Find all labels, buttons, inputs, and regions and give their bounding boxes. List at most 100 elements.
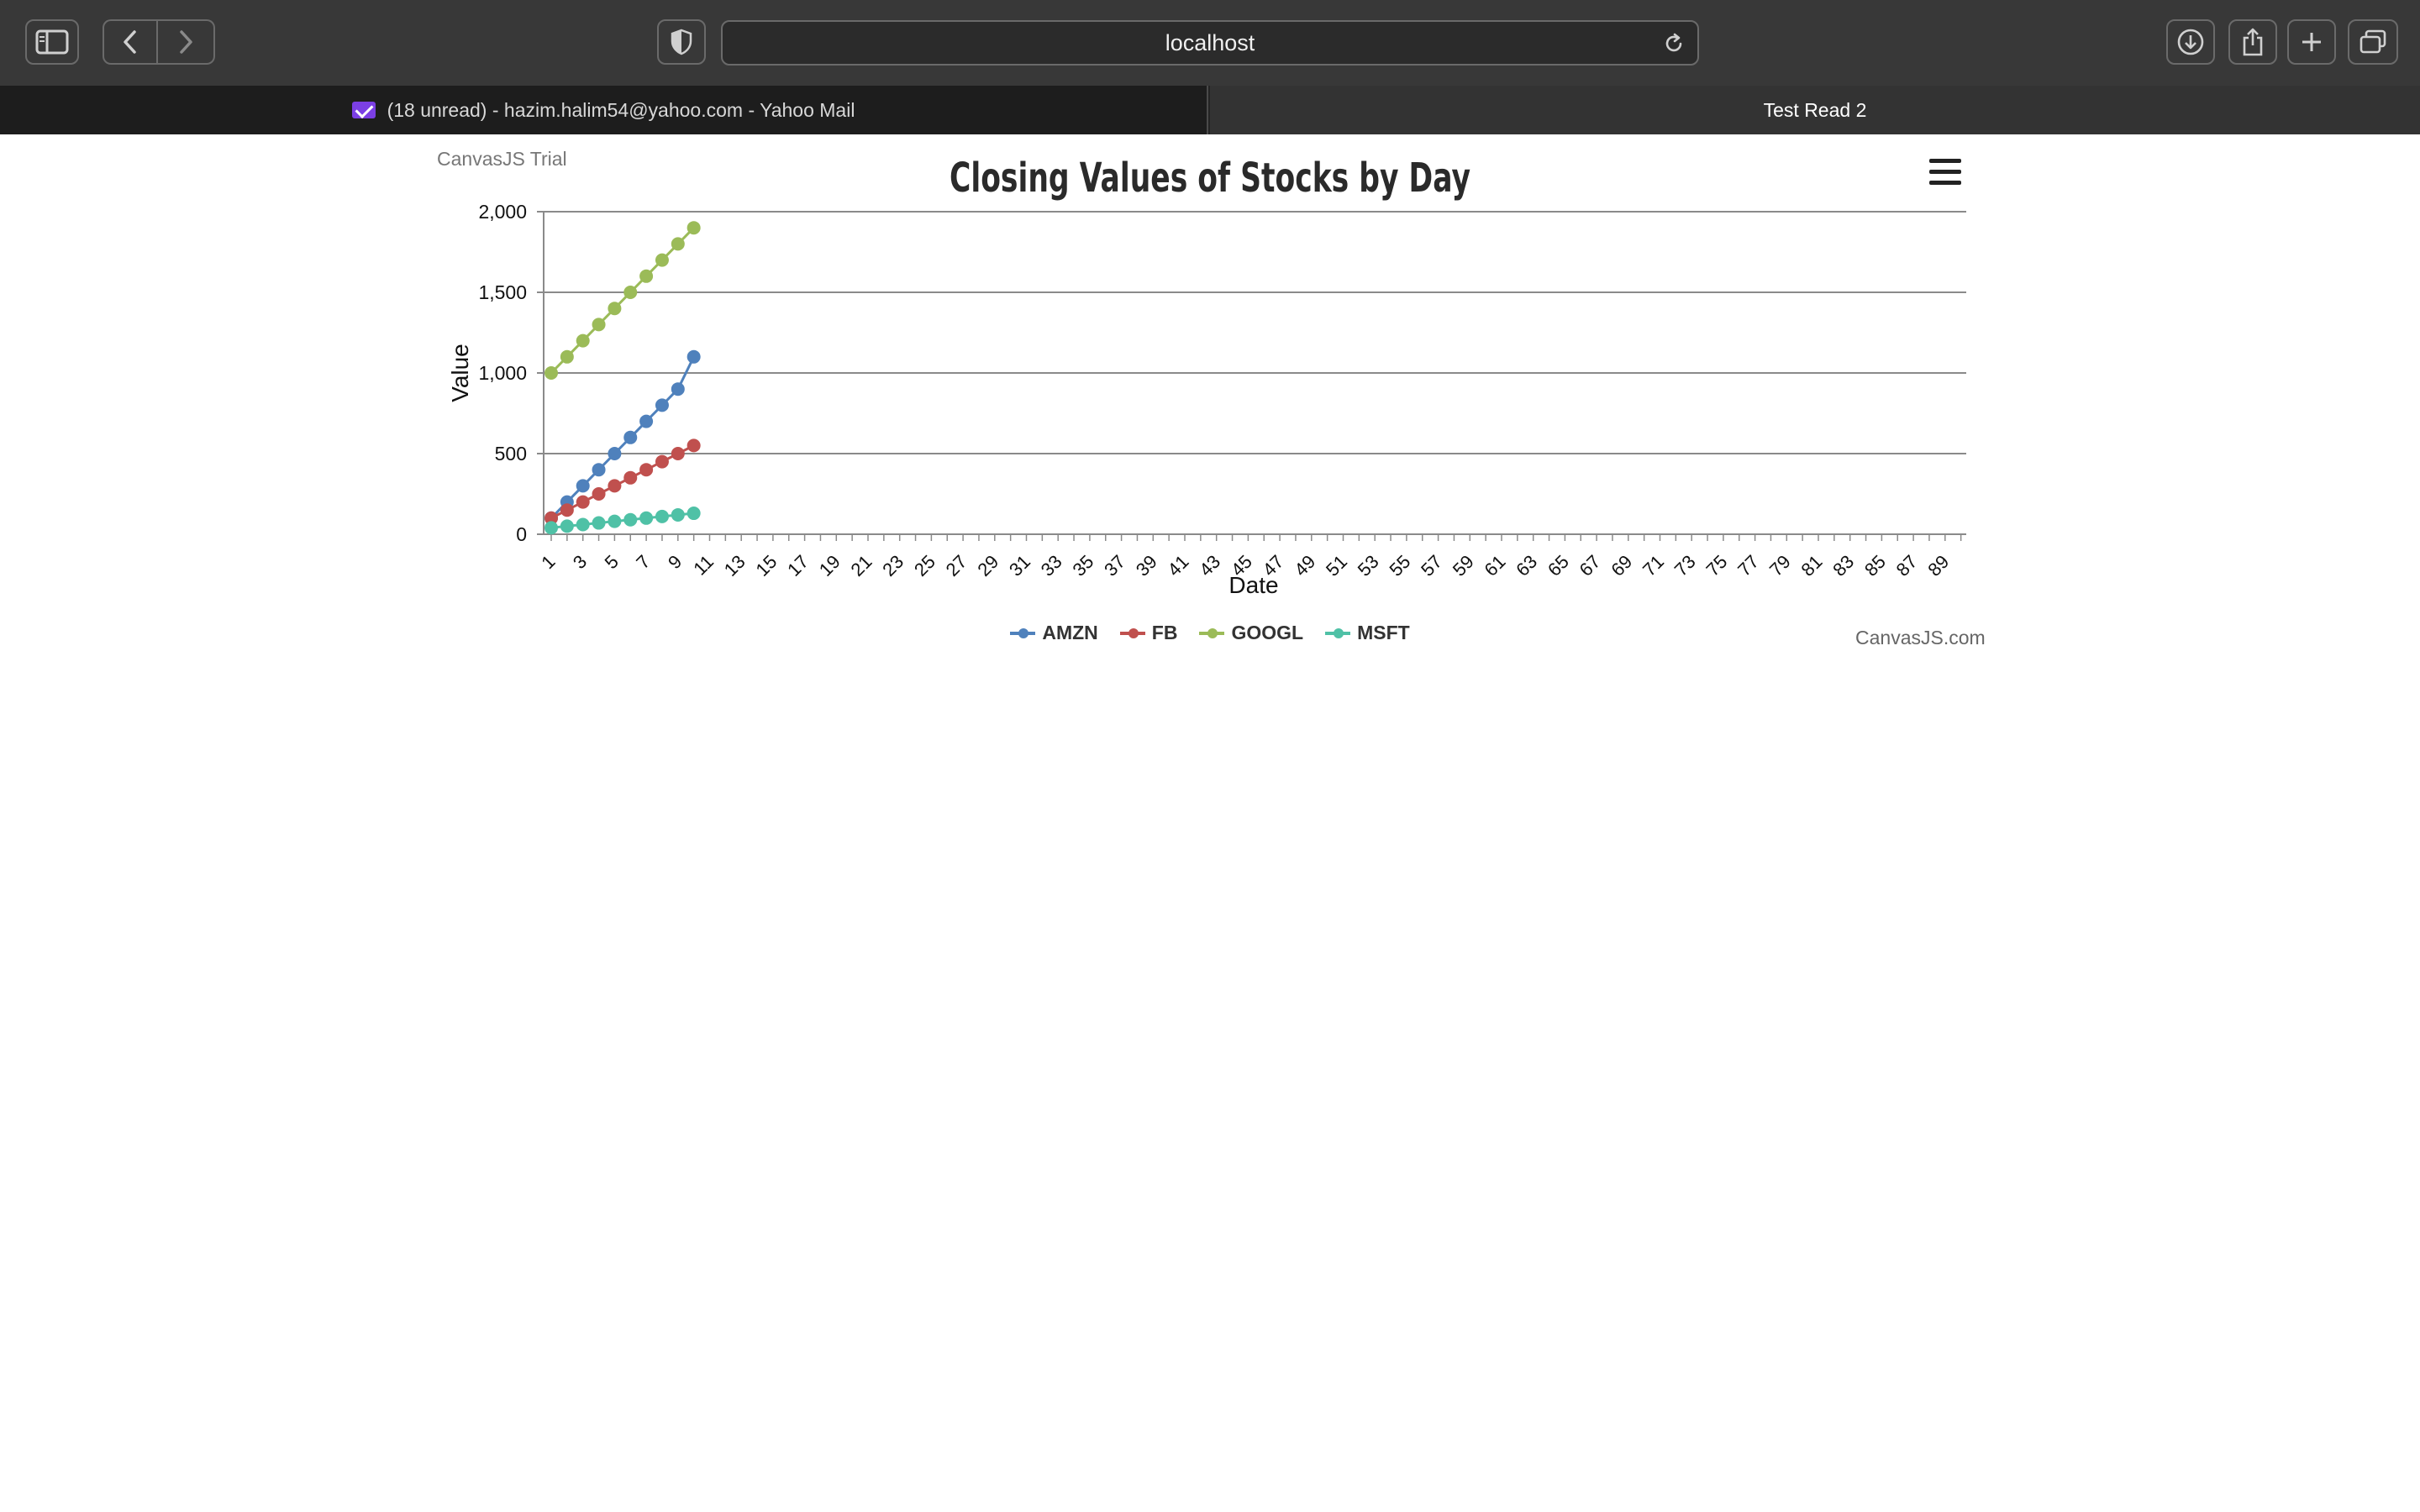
data-point [639,414,654,428]
x-tick-label: 29 [973,551,1002,580]
data-point [576,479,590,493]
x-tick-label: 39 [1132,551,1161,580]
back-button[interactable] [103,19,158,65]
legend-label: GOOGL [1231,622,1304,643]
share-button[interactable] [2228,19,2277,65]
reload-icon[interactable] [1662,32,1686,55]
address-bar[interactable]: localhost [721,20,1699,66]
chart-svg: Closing Values of Stocks by Day 0 500 1,000… [447,155,1966,598]
data-point [576,333,590,348]
data-point [560,503,574,517]
canvasjs-credit-link[interactable]: CanvasJS.com [1855,627,1986,648]
x-tick-label: 61 [1481,551,1510,580]
x-tick-label: 31 [1005,551,1034,580]
x-tick-label: 49 [1290,551,1319,580]
legend-item-amzn[interactable]: AMZN [1010,622,1098,644]
x-tick-label: 33 [1037,551,1066,580]
x-tick-label: 67 [1576,551,1605,580]
tab-bar: (18 unread) - hazim.halim54@yahoo.com - … [0,86,2420,134]
canvasjs-trial-label: CanvasJS Trial [437,148,567,170]
legend-item-msft[interactable]: MSFT [1325,622,1410,644]
sidebar-toggle-button[interactable] [25,19,79,65]
x-tick-label: 85 [1860,551,1890,580]
data-point [671,237,685,251]
x-tick-label: 51 [1322,551,1351,580]
data-point [623,470,638,485]
tab-test-read-2[interactable]: Test Read 2 [1210,86,2420,134]
x-tick-label: 25 [910,551,939,580]
legend-item-fb[interactable]: FB [1119,622,1178,644]
data-point [655,398,669,412]
data-point [592,463,606,477]
series-line [550,444,695,520]
data-point [671,447,685,460]
sidebar-icon [35,29,69,55]
x-tick-label: 81 [1797,551,1827,580]
legend-marker-icon [1010,627,1036,638]
x-tick-label: 71 [1639,551,1668,580]
x-tick-label: 11 [689,551,718,580]
tab-label: (18 unread) - hazim.halim54@yahoo.com - … [387,98,855,121]
data-point [623,286,638,299]
legend-item-googl[interactable]: GOOGL [1199,622,1303,644]
x-tick-label: 9 [664,551,686,573]
series-fb [544,438,701,525]
x-tick-label: 21 [847,551,876,580]
data-point [592,318,606,332]
tab-yahoo-mail[interactable]: (18 unread) - hazim.halim54@yahoo.com - … [0,86,1208,134]
x-tick-label: 53 [1354,551,1383,580]
chart-title: Closing Values of Stocks by Day [950,155,1470,202]
privacy-report-button[interactable] [657,19,706,65]
url-text: localhost [1165,29,1255,55]
x-tick-label: 79 [1765,551,1795,580]
series-line [550,356,695,519]
x-tick-label: 55 [1385,551,1414,580]
legend-marker-icon [1199,627,1225,638]
chart-legend: AMZN FB GOOGL MSFT [0,622,2420,644]
x-tick-label: 57 [1417,551,1446,580]
x-tick-label: 41 [1164,551,1193,580]
x-tick-label: 5 [601,551,623,573]
browser-toolbar: localhost [0,0,2420,86]
x-tick-label: 75 [1702,551,1731,580]
x-tick-label: 13 [720,551,750,580]
data-point [639,269,654,283]
hamburger-menu-icon[interactable] [1929,159,1961,186]
data-point [544,511,558,525]
x-tick-label: 37 [1100,551,1129,580]
data-point [608,447,622,460]
y-tick-label: 1,000 [478,362,527,384]
downloads-button[interactable] [2166,19,2215,65]
data-point [671,507,685,522]
yahoo-mail-icon [351,102,376,118]
legend-marker-icon [1119,627,1145,638]
data-point [544,366,558,380]
data-point [592,487,606,501]
data-point [687,438,701,453]
x-tick-label: 15 [751,551,781,580]
x-tick-label: 83 [1828,551,1858,580]
y-tick-label: 0 [516,523,527,545]
x-tick-label: 65 [1544,551,1573,580]
download-icon [2177,29,2204,55]
legend-label: FB [1151,622,1178,643]
x-tick-label: 63 [1512,551,1541,580]
x-tick-label: 3 [569,551,591,573]
data-point [623,430,638,444]
data-point [687,349,701,364]
data-point [560,349,574,364]
forward-button[interactable] [158,19,215,65]
x-tick-label: 17 [783,551,813,580]
data-point [608,479,622,493]
new-tab-button[interactable] [2287,19,2336,65]
data-point [655,253,669,267]
x-tick-label: 73 [1670,551,1700,580]
x-tick-label: 23 [878,551,908,580]
privacy-shield-icon [671,29,692,55]
tab-overview-button[interactable] [2348,19,2398,65]
y-tick-label: 500 [495,443,527,465]
x-tick-label: 77 [1733,551,1763,580]
x-tick-label: 69 [1607,551,1636,580]
x-tick-label: 35 [1068,551,1097,580]
data-point [592,516,606,530]
